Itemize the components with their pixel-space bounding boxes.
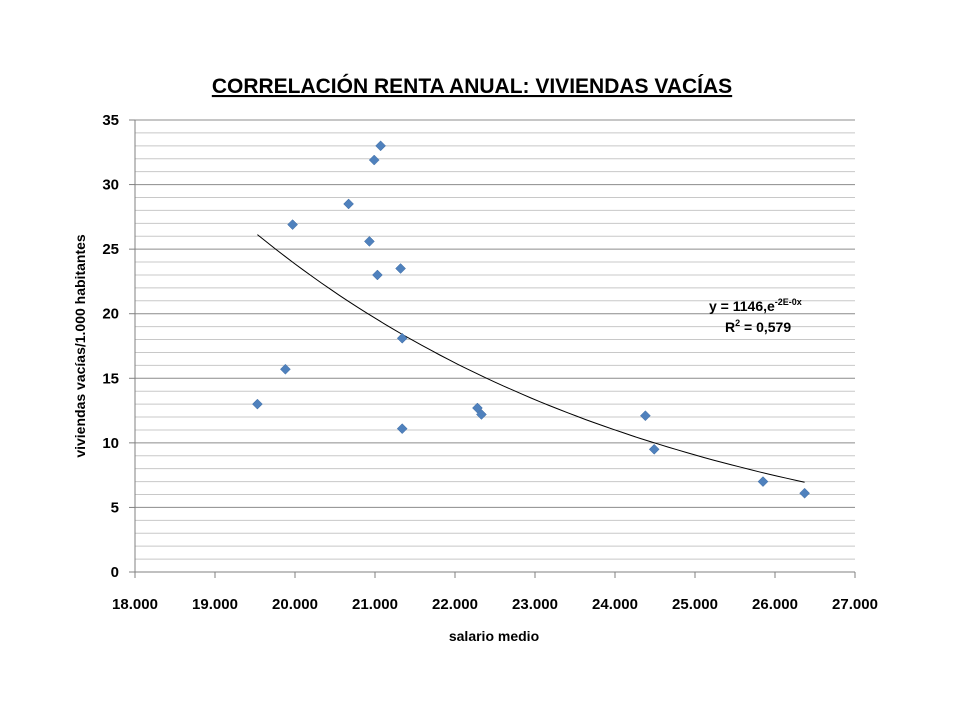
data-points: [252, 140, 810, 499]
trendline-equation-exponent: -2E-0x: [775, 297, 802, 307]
data-point: [396, 423, 408, 435]
data-point: [799, 487, 810, 499]
axes: [134, 120, 855, 573]
x-tick-label: 27.000: [832, 596, 878, 613]
x-tick-label: 25.000: [672, 596, 718, 613]
x-tick-label: 19.000: [192, 596, 238, 613]
y-tick-label: 10: [102, 435, 119, 452]
y-axis-label: viviendas vacías/1.000 habitantes: [72, 234, 88, 458]
data-point: [472, 402, 483, 414]
data-point: [395, 263, 406, 274]
y-tick-label: 5: [111, 499, 119, 516]
y-tick-label: 15: [102, 370, 119, 387]
data-point: [364, 236, 375, 247]
trendline: [257, 234, 805, 483]
data-point: [375, 140, 386, 152]
x-tick-labels: 18.000 19.000 20.000 21.000 22.000 23.000 24.0…: [112, 572, 878, 613]
r-squared-superscript: 2: [735, 318, 740, 328]
chart-title: CORRELACIÓN RENTA ANUAL: VIVIENDAS VACÍA…: [212, 74, 732, 98]
trendline-r-squared: R2 = 0,579: [725, 318, 791, 335]
y-tick-label: 20: [102, 306, 119, 323]
y-tick-labels: 0 5 10 15 20 25 30 35: [102, 112, 135, 581]
r-squared-value: = 0,579: [740, 319, 791, 335]
data-point: [368, 154, 380, 166]
data-point: [396, 332, 408, 344]
trendline-equation: y = 1146,e-2E-0x: [709, 297, 802, 314]
data-point: [343, 198, 354, 210]
x-tick-label: 20.000: [272, 596, 318, 613]
data-point: [640, 410, 651, 422]
x-tick-label: 21.000: [352, 596, 398, 613]
grid-lines: [135, 119, 855, 560]
data-point: [287, 219, 298, 230]
data-point: [280, 363, 291, 375]
y-tick-label: 0: [111, 564, 119, 581]
data-point: [757, 476, 769, 487]
data-point: [648, 443, 660, 455]
x-tick-label: 26.000: [752, 596, 798, 613]
x-tick-label: 22.000: [432, 596, 478, 613]
data-point: [476, 409, 487, 420]
data-point: [372, 269, 383, 281]
y-tick-label: 30: [102, 177, 119, 194]
data-point: [252, 398, 263, 410]
x-tick-label: 18.000: [112, 596, 158, 613]
y-tick-label: 25: [102, 241, 119, 258]
x-tick-label: 23.000: [512, 596, 558, 613]
trendline-curve: [257, 234, 805, 483]
y-tick-label: 35: [102, 112, 119, 129]
x-tick-label: 24.000: [592, 596, 638, 613]
x-axis-label: salario medio: [449, 628, 539, 644]
r-squared-prefix: R: [725, 319, 735, 335]
trendline-equation-base: y = 1146,e: [709, 298, 775, 314]
